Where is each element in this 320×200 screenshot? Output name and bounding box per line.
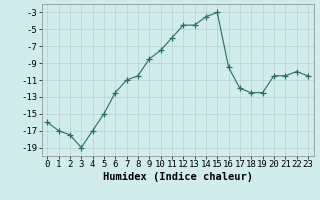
X-axis label: Humidex (Indice chaleur): Humidex (Indice chaleur) — [103, 172, 252, 182]
